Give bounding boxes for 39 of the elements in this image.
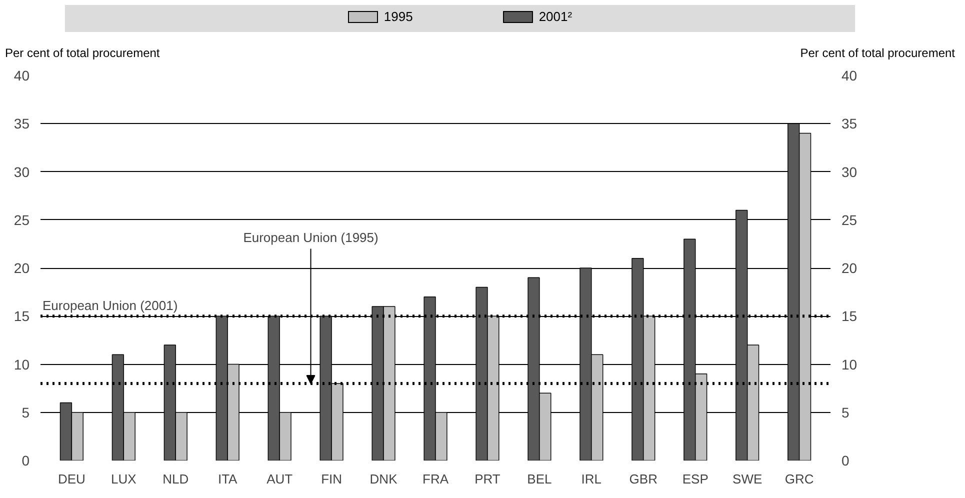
legend-label: 1995 bbox=[384, 8, 413, 26]
y2-tick-label: 0 bbox=[842, 452, 850, 468]
y2-tick-label: 5 bbox=[842, 404, 850, 420]
x-tick-label: IRL bbox=[581, 472, 602, 486]
legend-label: 2001² bbox=[538, 8, 572, 26]
x-tick-label: DEU bbox=[58, 472, 86, 486]
y2-tick-label: 30 bbox=[842, 164, 858, 180]
x-tick-label: FRA bbox=[422, 472, 449, 486]
x-tick-label: GBR bbox=[629, 472, 658, 486]
x-tick-label: SWE bbox=[732, 472, 762, 486]
x-tick-label: AUT bbox=[266, 472, 293, 486]
y-tick-label: 15 bbox=[14, 308, 30, 324]
y2-tick-label: 15 bbox=[842, 308, 858, 324]
y2-tick-label: 35 bbox=[842, 116, 858, 132]
y-tick-label: 40 bbox=[14, 68, 30, 84]
x-tick-label: PRT bbox=[474, 472, 500, 486]
x-tick-label: ESP bbox=[682, 472, 708, 486]
y2-tick-label: 10 bbox=[842, 356, 858, 372]
x-tick-label: FIN bbox=[321, 472, 342, 486]
x-tick-label: NLD bbox=[162, 472, 189, 486]
y-tick-label: 10 bbox=[14, 356, 30, 372]
ref-line-label: European Union (2001) bbox=[42, 298, 178, 314]
x-tick-label: GRC bbox=[784, 472, 814, 486]
y2-tick-label: 25 bbox=[842, 212, 858, 228]
y2-tick-label: 40 bbox=[842, 68, 858, 84]
y-tick-label: 35 bbox=[14, 116, 30, 132]
x-tick-label: DNK bbox=[370, 472, 398, 486]
y-tick-label: 5 bbox=[22, 404, 30, 420]
y-tick-label: 0 bbox=[22, 452, 30, 468]
x-tick-label: BEL bbox=[527, 472, 552, 486]
y2-axis-title: Per cent of total procurement bbox=[800, 45, 955, 62]
ref-line-label: European Union (1995) bbox=[243, 230, 378, 245]
y-tick-label: 20 bbox=[14, 260, 30, 276]
x-tick-label: LUX bbox=[111, 472, 137, 486]
y2-tick-label: 20 bbox=[842, 260, 858, 276]
y-axis-title: Per cent of total procurement bbox=[5, 45, 160, 62]
y-tick-label: 25 bbox=[14, 212, 30, 228]
y-tick-label: 30 bbox=[14, 164, 30, 180]
x-tick-label: ITA bbox=[218, 472, 238, 486]
